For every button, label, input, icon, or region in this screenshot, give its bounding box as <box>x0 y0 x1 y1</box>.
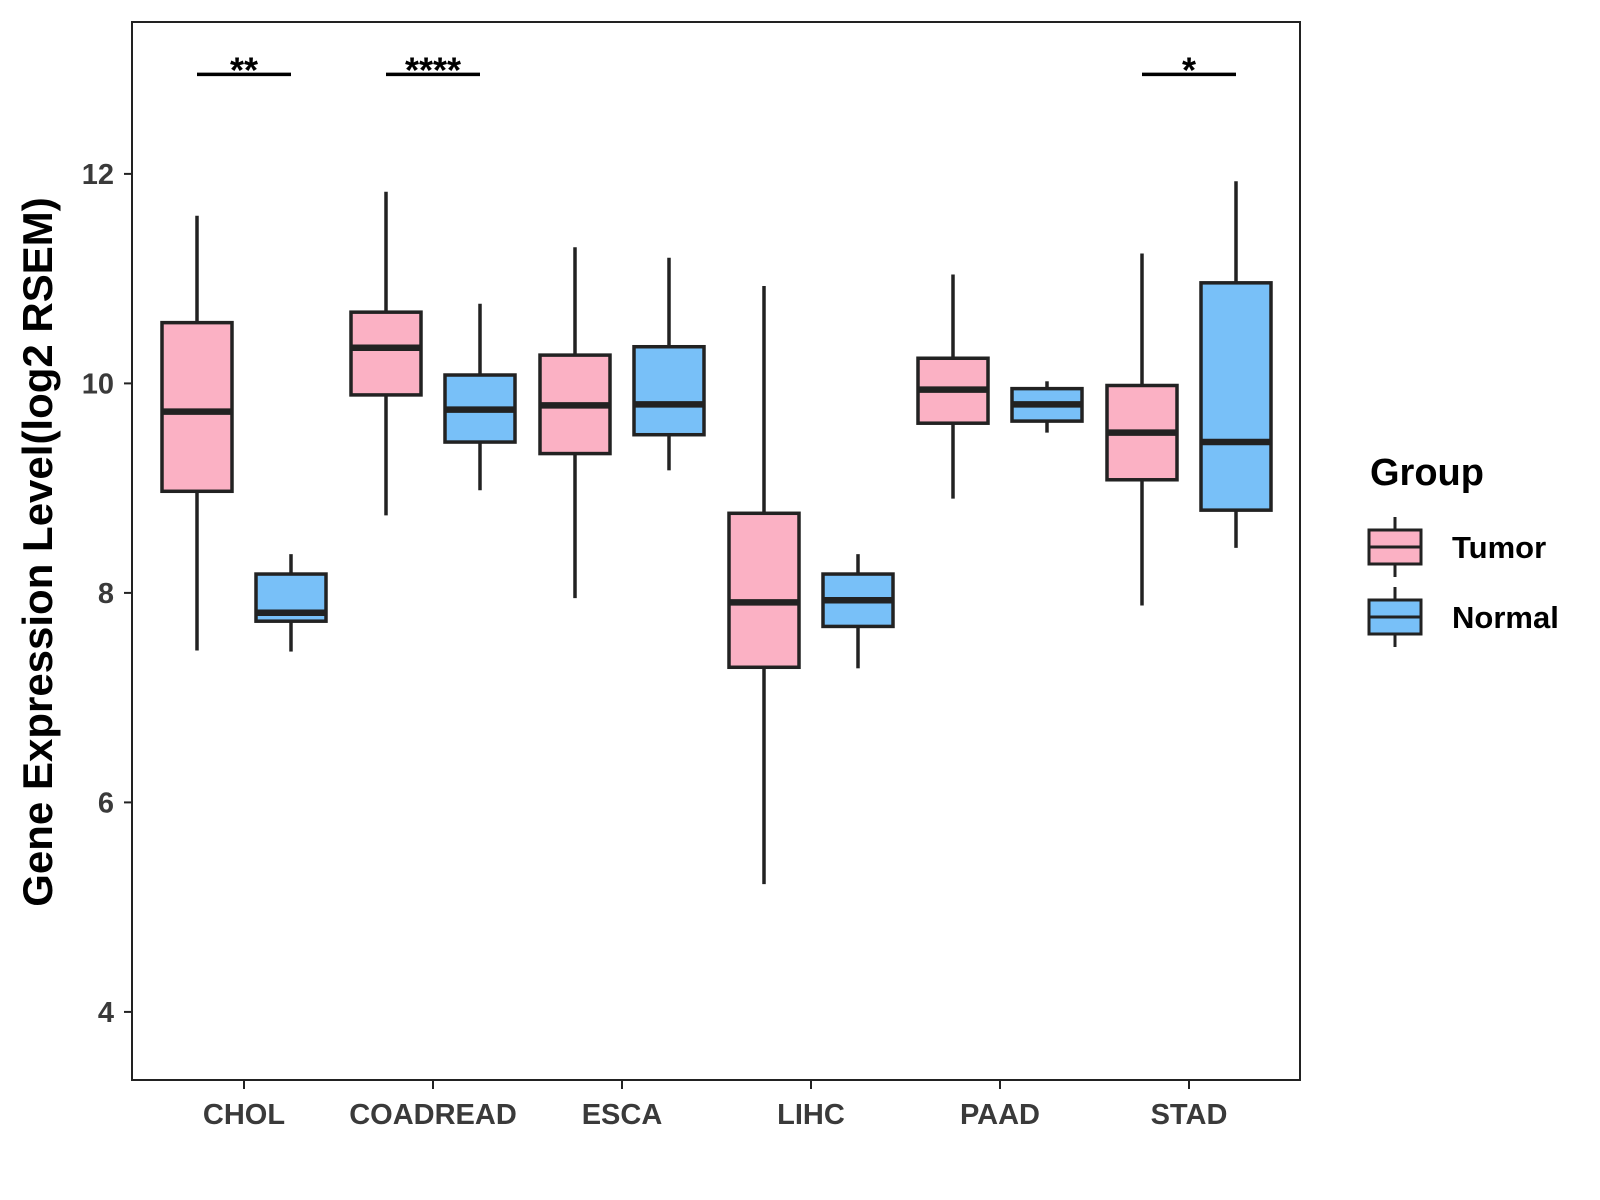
x-tick-label-coadread: COADREAD <box>349 1099 517 1131</box>
plot-frame <box>131 21 1301 1081</box>
significance-label-chol: ** <box>230 49 258 90</box>
y-tick-label: 6 <box>98 787 114 819</box>
x-tick-label-paad: PAAD <box>960 1099 1040 1131</box>
y-axis-title: Gene Expression Level(log2 RSEM) <box>14 197 61 907</box>
box-iqr <box>727 511 801 670</box>
box-normal-paad <box>1010 381 1084 433</box>
box-tumor-chol <box>160 215 234 651</box>
y-tick-label: 8 <box>98 578 114 610</box>
box-tumor-esca <box>538 247 612 599</box>
box-normal-chol <box>254 554 328 652</box>
axes-layer: 4 6 8 10 12 CHOL COADREAD ESCA LIHC PAAD STAD <box>82 159 1228 1131</box>
legend: Group Tumor Normal <box>1367 452 1559 647</box>
box-normal-stad <box>1199 181 1273 548</box>
box-iqr <box>349 310 423 397</box>
box-iqr <box>1199 281 1273 512</box>
significance-label-stad: * <box>1182 49 1196 90</box>
x-tick-label-chol: CHOL <box>203 1099 285 1131</box>
significance-label-coadread: **** <box>405 49 461 90</box>
box-iqr <box>160 320 234 494</box>
legend-label-normal: Normal <box>1452 600 1559 635</box>
y-tick-label: 12 <box>82 159 114 191</box>
x-tick-label-lihc: LIHC <box>777 1099 845 1131</box>
box-tumor-coadread <box>349 191 423 516</box>
x-tick-label-stad: STAD <box>1151 1099 1228 1131</box>
significance-layer: ** **** * <box>197 49 1236 90</box>
box-tumor-lihc <box>727 285 801 885</box>
legend-key-tumor <box>1367 517 1423 577</box>
box-tumor-paad <box>916 274 990 499</box>
legend-key-normal <box>1367 587 1423 647</box>
box-normal-lihc <box>821 554 895 669</box>
box-tumor-stad <box>1105 253 1179 606</box>
plot-panel <box>131 21 1301 1081</box>
y-tick-label: 10 <box>82 368 114 400</box>
box-normal-esca <box>632 257 706 471</box>
box-normal-coadread <box>443 303 517 491</box>
legend-title: Group <box>1370 452 1484 494</box>
y-tick-label: 4 <box>98 997 114 1029</box>
box-iqr <box>632 344 706 437</box>
legend-label-tumor: Tumor <box>1452 530 1546 565</box>
x-tick-label-esca: ESCA <box>582 1099 663 1131</box>
boxes-layer <box>160 181 1273 885</box>
